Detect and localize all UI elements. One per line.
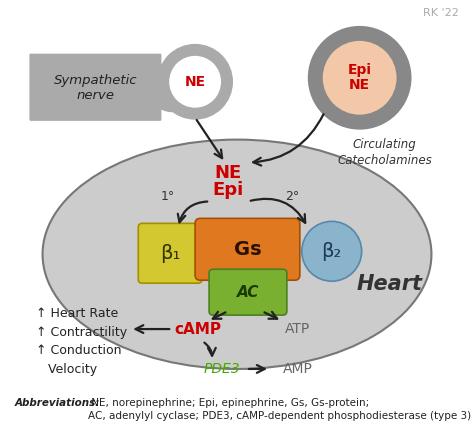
Text: AC: AC (237, 285, 259, 299)
FancyBboxPatch shape (29, 54, 162, 121)
Text: AMP: AMP (283, 362, 313, 376)
Text: Abbreviations:: Abbreviations: (14, 398, 100, 408)
Text: β₁: β₁ (160, 244, 181, 263)
Text: 2°: 2° (285, 190, 299, 203)
Text: ATP: ATP (285, 322, 310, 336)
Text: RK '22: RK '22 (423, 8, 459, 18)
Ellipse shape (323, 41, 397, 115)
Ellipse shape (43, 139, 431, 369)
Text: Circulating
Catecholamines: Circulating Catecholamines (337, 138, 432, 167)
Text: Heart: Heart (356, 274, 422, 294)
Text: ↑ Heart Rate
↑ Contractility
↑ Conduction
   Velocity: ↑ Heart Rate ↑ Contractility ↑ Conductio… (36, 307, 127, 375)
Text: Epi
NE: Epi NE (347, 63, 372, 93)
FancyBboxPatch shape (138, 224, 202, 283)
Text: Sympathetic
nerve: Sympathetic nerve (54, 74, 137, 102)
Ellipse shape (169, 56, 221, 108)
Text: 1°: 1° (161, 190, 175, 203)
FancyBboxPatch shape (195, 219, 300, 280)
Ellipse shape (302, 221, 362, 281)
Text: Gs: Gs (234, 240, 261, 259)
FancyBboxPatch shape (209, 269, 287, 315)
Ellipse shape (308, 26, 411, 130)
Ellipse shape (147, 62, 197, 112)
Text: NE: NE (184, 75, 206, 89)
Text: NE, norepinephrine; Epi, epinephrine, Gs, Gs-protein;
AC, adenylyl cyclase; PDE3: NE, norepinephrine; Epi, epinephrine, Gs… (88, 398, 471, 421)
Text: PDE3: PDE3 (204, 362, 240, 376)
Ellipse shape (157, 44, 233, 120)
Text: NE
Epi: NE Epi (212, 164, 244, 199)
Text: β₂: β₂ (321, 242, 342, 261)
Text: cAMP: cAMP (174, 321, 222, 337)
